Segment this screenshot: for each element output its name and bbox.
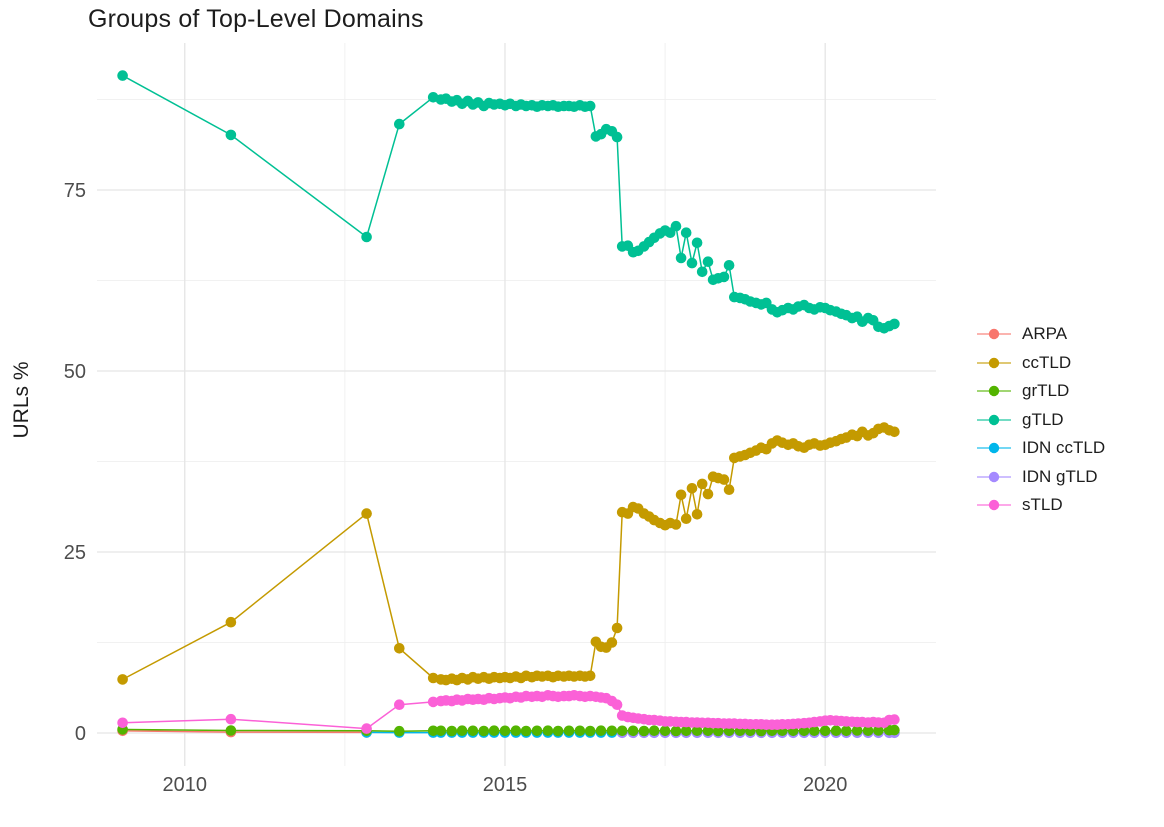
legend-marker-icon bbox=[977, 471, 1011, 482]
legend-marker-icon bbox=[977, 443, 1011, 454]
legend-label: sTLD bbox=[1022, 495, 1063, 515]
legend-marker-icon bbox=[977, 386, 1011, 397]
y-tick-label: 50 bbox=[64, 361, 86, 383]
legend-label: IDN ccTLD bbox=[1022, 438, 1106, 458]
legend-item-idn-gtld: IDN gTLD bbox=[977, 463, 1105, 492]
series-gtld bbox=[117, 70, 900, 334]
legend-item-idn-cctld: IDN ccTLD bbox=[977, 434, 1105, 463]
series-stld bbox=[117, 690, 900, 734]
series-grtld bbox=[117, 724, 900, 737]
legend: ARPA ccTLD grTLD gTLD IDN ccTLD IDN gTLD sTLD bbox=[977, 320, 1105, 520]
series-cctld bbox=[117, 422, 900, 686]
x-tick-label: 2020 bbox=[803, 774, 848, 796]
legend-label: ccTLD bbox=[1022, 352, 1072, 372]
y-tick-label: 0 bbox=[75, 723, 86, 745]
legend-label: grTLD bbox=[1022, 381, 1070, 401]
legend-item-arpa: ARPA bbox=[977, 320, 1105, 349]
legend-item-gtld: gTLD bbox=[977, 406, 1105, 435]
legend-label: gTLD bbox=[1022, 409, 1064, 429]
x-tick-label: 2010 bbox=[162, 774, 207, 796]
series-arpa bbox=[117, 725, 372, 738]
legend-label: IDN gTLD bbox=[1022, 466, 1098, 486]
legend-item-grtld: grTLD bbox=[977, 377, 1105, 406]
legend-marker-icon bbox=[977, 414, 1011, 425]
x-tick-label: 2015 bbox=[483, 774, 528, 796]
chart-title: Groups of Top-Level Domains bbox=[88, 5, 424, 33]
legend-marker-icon bbox=[977, 500, 1011, 511]
y-tick-label: 25 bbox=[64, 542, 86, 564]
legend-label: ARPA bbox=[1022, 324, 1068, 344]
legend-item-cctld: ccTLD bbox=[977, 349, 1105, 378]
legend-marker-icon bbox=[977, 357, 1011, 368]
legend-marker-icon bbox=[977, 329, 1011, 340]
y-tick-label: 75 bbox=[64, 180, 86, 202]
legend-item-stld: sTLD bbox=[977, 491, 1105, 520]
